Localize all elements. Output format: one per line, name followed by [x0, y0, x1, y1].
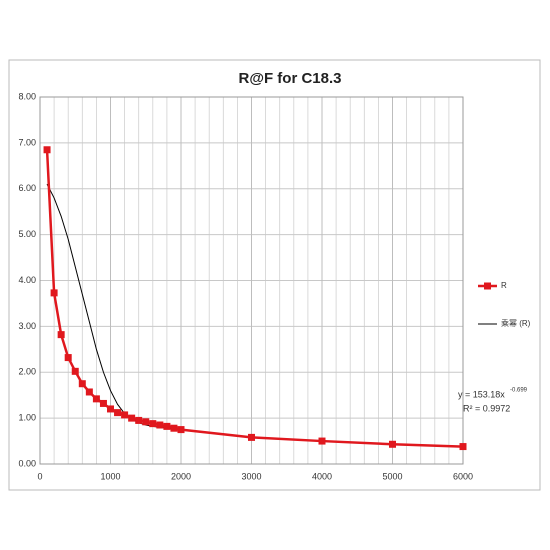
- plot-frame: [39, 96, 464, 465]
- x-tick-label: 5000: [382, 471, 402, 481]
- data-point: [177, 426, 185, 434]
- data-point: [99, 399, 107, 407]
- data-point: [156, 421, 164, 429]
- data-point: [121, 411, 129, 419]
- y-tick-label: 7.00: [18, 137, 36, 147]
- y-tick-label: 8.00: [18, 91, 36, 101]
- y-tick-label: 2.00: [18, 367, 36, 377]
- data-point: [163, 422, 171, 430]
- x-tick-label: 0: [37, 471, 42, 481]
- data-point: [135, 416, 143, 424]
- data-point: [248, 433, 255, 441]
- data-point: [142, 418, 150, 426]
- legend-marker: [484, 282, 491, 290]
- y-tick-label: 6.00: [18, 183, 36, 193]
- data-point: [57, 331, 65, 339]
- data-point: [85, 388, 93, 396]
- x-tick-label: 6000: [453, 471, 473, 481]
- y-tick-label: 4.00: [18, 275, 36, 285]
- x-tick-label: 4000: [312, 471, 332, 481]
- data-point: [43, 146, 51, 154]
- data-point: [459, 443, 467, 451]
- data-point: [92, 395, 100, 403]
- data-point: [64, 354, 72, 362]
- y-tick-label: 3.00: [18, 321, 36, 331]
- data-point: [71, 367, 79, 375]
- x-tick-label: 3000: [241, 471, 261, 481]
- chart-border: [8, 59, 541, 491]
- data-point: [318, 437, 326, 445]
- x-tick-label: 2000: [171, 471, 191, 481]
- y-tick-label: 1.00: [18, 413, 36, 423]
- data-point: [128, 414, 136, 422]
- data-point: [170, 424, 178, 432]
- trend-r2: R² = 0.9972: [463, 403, 510, 413]
- data-point: [107, 405, 114, 413]
- y-tick-label: 5.00: [18, 229, 36, 239]
- x-tick-label: 1000: [100, 471, 120, 481]
- data-point: [50, 289, 58, 297]
- data-point: [389, 440, 396, 448]
- legend-label: R: [501, 281, 507, 290]
- data-point: [114, 409, 122, 417]
- data-point: [78, 380, 86, 388]
- y-tick-label: 0.00: [18, 458, 36, 468]
- legend-label: 乘幂 (R): [501, 318, 531, 328]
- trend-equation: y = 153.18x: [458, 389, 505, 399]
- data-point: [149, 420, 157, 428]
- chart-title: R@F for C18.3: [239, 70, 342, 87]
- trend-exponent: -0.699: [510, 388, 528, 394]
